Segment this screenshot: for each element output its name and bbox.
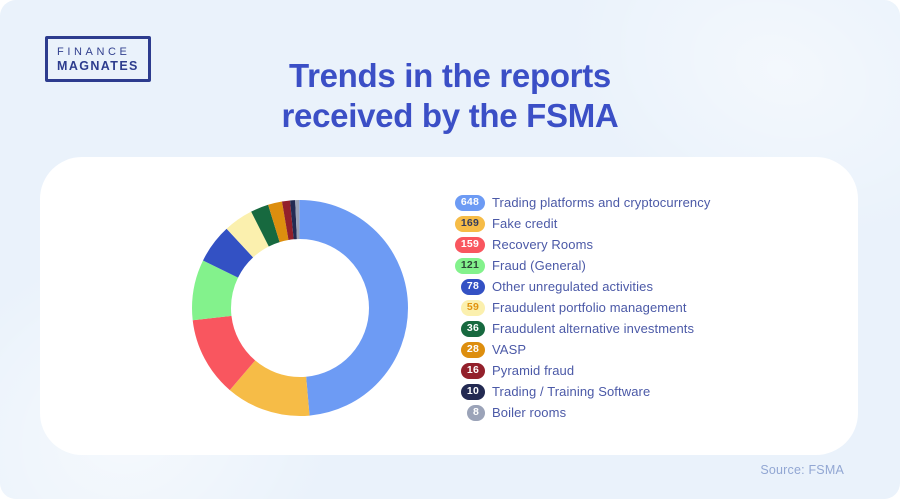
legend-item: 8 Boiler rooms: [447, 402, 710, 423]
logo-text-finance: FINANCE: [57, 46, 131, 58]
legend-item: 78 Other unregulated activities: [447, 276, 710, 297]
logo-text-magnates: MAGNATES: [57, 59, 139, 73]
legend-value-badge: 28: [460, 341, 485, 358]
page-title: Trends in the reports received by the FS…: [0, 56, 900, 135]
legend-value-badge: 10: [460, 383, 485, 400]
donut-segment-4: [192, 200, 408, 416]
legend-badge-column: 121: [447, 257, 485, 274]
legend-label: Boiler rooms: [492, 405, 567, 420]
legend-item: 59 Fraudulent portfolio management: [447, 297, 710, 318]
legend-value-badge: 8: [466, 404, 485, 421]
legend-badge-column: 16: [447, 362, 485, 379]
legend-badge-column: 78: [447, 278, 485, 295]
legend-item: 169 Fake credit: [447, 213, 710, 234]
legend-item: 16 Pyramid fraud: [447, 360, 710, 381]
legend-label: Fake credit: [492, 216, 558, 231]
legend-badge-column: 169: [447, 215, 485, 232]
legend-value-badge: 16: [460, 362, 485, 379]
chart-legend: 648 Trading platforms and cryptocurrency 1…: [447, 192, 710, 423]
donut-chart: [180, 188, 420, 428]
legend-item: 10 Trading / Training Software: [447, 381, 710, 402]
legend-item: 28 VASP: [447, 339, 710, 360]
legend-label: Fraud (General): [492, 258, 586, 273]
legend-label: Trading platforms and cryptocurrency: [492, 195, 711, 210]
legend-value-badge: 159: [454, 236, 485, 253]
legend-badge-column: 10: [447, 383, 485, 400]
chart-card: 648 Trading platforms and cryptocurrency 1…: [40, 157, 858, 455]
legend-badge-column: 28: [447, 341, 485, 358]
page-title-line2: received by the FSMA: [281, 96, 619, 134]
legend-item: 159 Recovery Rooms: [447, 234, 710, 255]
legend-badge-column: 8: [447, 404, 485, 421]
donut-chart-svg: [192, 200, 408, 416]
legend-item: 36 Fraudulent alternative investments: [447, 318, 710, 339]
legend-item: 121 Fraud (General): [447, 255, 710, 276]
legend-label: VASP: [492, 342, 527, 357]
legend-value-badge: 648: [454, 194, 485, 211]
legend-label: Pyramid fraud: [492, 363, 575, 378]
legend-label: Fraudulent portfolio management: [492, 300, 687, 315]
legend-badge-column: 36: [447, 320, 485, 337]
legend-value-badge: 169: [454, 215, 485, 232]
legend-label: Trading / Training Software: [492, 384, 651, 399]
legend-label: Recovery Rooms: [492, 237, 594, 252]
source-attribution: Source: FSMA: [760, 463, 844, 477]
legend-badge-column: 159: [447, 236, 485, 253]
legend-item: 648 Trading platforms and cryptocurrency: [447, 192, 710, 213]
legend-label: Fraudulent alternative investments: [492, 321, 695, 336]
legend-badge-column: 59: [447, 299, 485, 316]
finance-magnates-logo: FINANCE MAGNATES: [45, 36, 151, 82]
legend-value-badge: 121: [454, 257, 485, 274]
legend-label: Other unregulated activities: [492, 279, 654, 294]
legend-badge-column: 648: [447, 194, 485, 211]
legend-value-badge: 78: [460, 278, 485, 295]
donut-segment-11: [192, 200, 408, 416]
legend-value-badge: 59: [460, 299, 485, 316]
page-title-line1: Trends in the reports: [289, 57, 611, 94]
donut-segment-2: [192, 200, 408, 416]
legend-value-badge: 36: [460, 320, 485, 337]
